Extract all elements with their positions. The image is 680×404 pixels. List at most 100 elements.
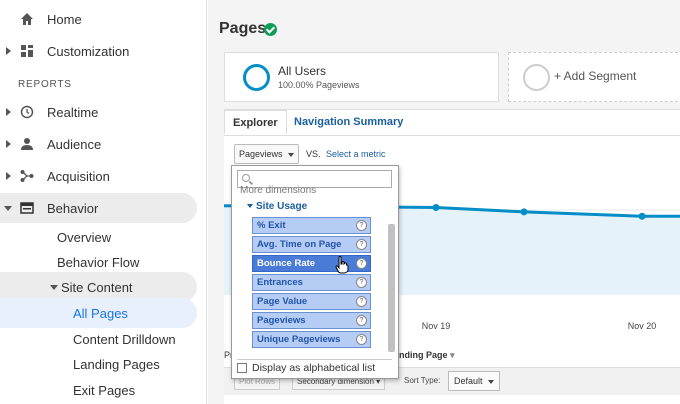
verified-check-icon [264,23,277,36]
help-icon[interactable]: ? [356,315,367,326]
help-icon[interactable]: ? [356,220,367,231]
segment-subtitle: 100.00% Pageviews [278,80,360,90]
option-label: % Exit [257,220,286,231]
metric-selected: Pageviews [239,149,283,159]
tab-navigation-summary[interactable]: Navigation Summary [294,116,404,128]
sidebar-item-landing-pages[interactable]: Landing Pages [0,349,200,379]
sidebar-item-label: Customization [47,43,130,59]
sort-type-value: Default [454,376,483,386]
series-points [432,204,646,220]
select-metric-link[interactable]: Select a metric [326,149,386,159]
site-usage-group[interactable]: Site Usage [247,201,307,212]
sidebar-item-label: Site Content [61,279,133,295]
home-icon [21,13,33,25]
caret-down-icon [4,205,12,211]
option-label: Avg. Time on Page [257,239,342,250]
add-segment-label: + Add Segment [554,69,637,83]
sidebar-item-site-content[interactable]: Site Content [0,272,197,302]
landing-page-dimension[interactable]: anding Page ▾ [394,350,455,360]
segment-all-users[interactable]: All Users 100.00% Pageviews [224,52,499,102]
metric-option-bounce-rate[interactable]: Bounce Rate? [252,255,371,272]
data-point[interactable] [638,212,646,220]
sidebar-item-label: Behavior [47,200,99,216]
sidebar-item-behavior[interactable]: Behavior [0,193,197,223]
x-tick-label: Nov 20 [628,321,657,330]
empty-ring-icon [523,64,550,91]
help-icon[interactable]: ? [356,277,367,288]
option-label: Unique Pageviews [257,334,341,345]
help-icon[interactable]: ? [356,296,367,307]
vs-label: VS. [306,149,321,159]
alphabetical-checkbox[interactable] [237,363,247,373]
metric-selector[interactable]: Pageviews [234,144,299,164]
sidebar-item-home[interactable]: Home [0,4,200,34]
option-label: Page Value [257,296,308,307]
group-label: Site Usage [256,201,308,212]
caret-right-icon [6,140,11,148]
option-label: Entrances [257,277,303,288]
section-header: REPORTS [18,79,72,90]
help-icon[interactable]: ? [356,239,367,250]
caret-right-icon [6,108,11,116]
segment-ring-icon [243,64,270,91]
metric-option-entrances[interactable]: Entrances? [252,274,371,291]
sidebar: Home Customization REPORTS Realtime Audi… [0,0,207,404]
sidebar-item-label: Realtime [47,104,99,120]
sidebar-item-audience[interactable]: Audience [0,129,200,159]
sidebar-item-label: Exit Pages [73,382,136,398]
option-label: Bounce Rate [257,258,316,269]
x-tick-label: Nov 19 [422,321,451,330]
sort-type-label: Sort Type: [404,376,441,385]
hand-cursor-icon [335,256,349,274]
data-point[interactable] [432,204,440,211]
sidebar-item-all-pages[interactable]: All Pages [0,298,197,328]
sidebar-item-behavior-flow[interactable]: Behavior Flow [0,247,200,277]
sidebar-item-acquisition[interactable]: Acquisition [0,161,200,191]
acquisition-icon [20,170,34,182]
sidebar-item-content-drilldown[interactable]: Content Drilldown [0,324,200,354]
caret-down-icon [50,284,58,290]
metric-option-pageviews[interactable]: Pageviews? [252,312,371,329]
dropdown-scrollbar[interactable] [388,224,395,352]
x-tick-labels: Nov 19 Nov 20 [422,321,657,330]
help-icon[interactable]: ? [356,258,367,269]
metric-option-exit[interactable]: % Exit? [252,217,371,234]
landing-page-label: anding Page [394,350,448,360]
clock-icon [20,105,34,119]
sidebar-item-label: Overview [57,229,112,245]
chevron-down-icon [487,379,494,384]
caret-down-icon [247,204,253,209]
sidebar-item-label: Landing Pages [73,356,160,372]
chevron-down-icon [287,152,294,157]
page-title: Pages [219,20,267,37]
caret-right-icon [6,172,11,180]
add-segment-button[interactable]: + Add Segment [508,52,680,102]
more-dimensions-label[interactable]: More dimensions [240,185,317,196]
search-icon [242,174,250,182]
dashboard-icon [21,45,33,57]
sidebar-item-overview[interactable]: Overview [0,222,200,252]
person-icon [21,138,33,150]
sidebar-item-realtime[interactable]: Realtime [0,97,200,127]
sort-type-select[interactable]: Default [448,371,500,391]
tab-explorer[interactable]: Explorer [224,110,287,135]
metric-option-unique-pageviews[interactable]: Unique Pageviews? [252,331,371,348]
sidebar-item-label: Acquisition [47,168,110,184]
metric-option-page-value[interactable]: Page Value? [252,293,371,310]
caret-right-icon [6,47,11,55]
dropdown-divider [237,359,392,360]
sidebar-item-exit-pages[interactable]: Exit Pages [0,375,200,404]
metric-option-avg-time[interactable]: Avg. Time on Page? [252,236,371,253]
alphabetical-label: Display as alphabetical list [252,362,376,374]
help-icon[interactable]: ? [356,334,367,345]
sidebar-item-customization[interactable]: Customization [0,36,200,66]
option-label: Pageviews [257,315,306,326]
secondary-dimension-label: Secondary dimension [297,377,374,386]
metric-dropdown: More dimensions Site Usage % Exit? Avg. … [231,165,399,379]
segment-title: All Users [278,64,327,78]
sidebar-item-label: All Pages [73,305,128,321]
behavior-icon [20,202,34,214]
tab-divider [224,135,680,136]
data-point[interactable] [520,208,528,216]
metric-search-input[interactable] [237,170,392,188]
